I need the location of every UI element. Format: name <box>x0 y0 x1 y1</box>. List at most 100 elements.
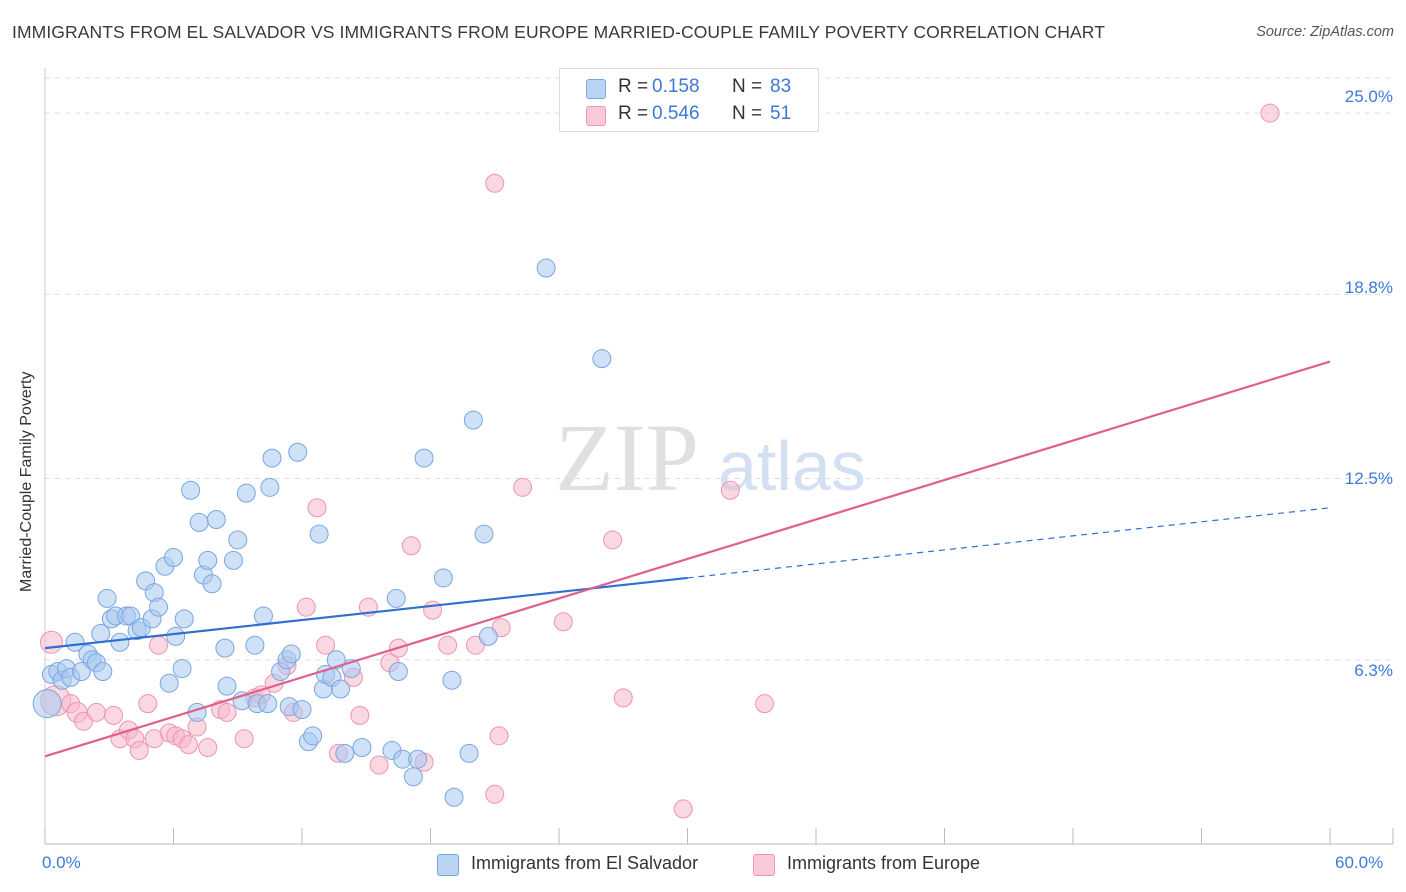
swatch-blue-icon <box>437 854 459 876</box>
europe-point-0 <box>39 630 63 654</box>
europe-point-11 <box>138 694 158 714</box>
el-salvador-point-41 <box>228 530 248 550</box>
el-salvador-point-79 <box>474 524 494 544</box>
el-salvador-point-31 <box>181 480 201 500</box>
el-salvador-point-78 <box>463 410 483 430</box>
europe-trend-line <box>44 360 1331 758</box>
el-salvador-point-75 <box>442 670 462 690</box>
el-salvador-point-73 <box>414 448 434 468</box>
europe-point-54 <box>307 498 327 518</box>
europe-point-6 <box>104 705 124 725</box>
el-salvador-point-74 <box>433 568 453 588</box>
swatch-pink-icon <box>586 106 606 126</box>
europe-point-50 <box>720 480 740 500</box>
el-salvador-point-53 <box>281 644 301 664</box>
europe-point-53 <box>485 173 505 193</box>
el-salvador-trend-line <box>44 576 688 650</box>
europe-point-28 <box>296 597 316 617</box>
source-credit: Source: ZipAtlas.com <box>1256 24 1394 40</box>
el-salvador-point-46 <box>253 606 273 626</box>
chart-title: IMMIGRANTS FROM EL SALVADOR VS IMMIGRANT… <box>12 22 1105 42</box>
el-salvador-point-27 <box>164 547 183 567</box>
europe-point-22 <box>234 729 254 749</box>
gridlines <box>45 77 1395 661</box>
el-salvador-point-6 <box>65 632 85 652</box>
el-salvador-point-77 <box>459 743 479 763</box>
europe-point-5 <box>86 702 106 722</box>
watermark-zip: ZIP <box>555 404 699 511</box>
europe-point-46 <box>553 612 573 632</box>
el-salvador-point-54 <box>288 442 308 462</box>
el-salvador-point-35 <box>198 550 218 570</box>
el-salvador-point-81 <box>536 258 556 278</box>
europe-point-17 <box>178 735 198 755</box>
europe-point-42 <box>485 784 505 804</box>
europe-point-48 <box>613 688 633 708</box>
europe-point-43 <box>489 726 509 746</box>
series-europe-points <box>39 103 1280 819</box>
europe-point-13 <box>149 635 169 655</box>
series-el-salvador-points <box>32 258 612 807</box>
y-axis-label: Married-Couple Family Poverty <box>18 371 35 592</box>
swatch-blue-icon <box>586 79 606 99</box>
el-salvador-point-44 <box>245 635 265 655</box>
europe-point-29 <box>316 635 336 655</box>
europe-point-37 <box>401 536 421 556</box>
el-salvador-point-0 <box>32 689 62 719</box>
el-salvador-point-63 <box>331 679 351 699</box>
el-salvador-point-69 <box>388 662 408 682</box>
el-salvador-point-38 <box>215 638 235 658</box>
y-tick-6-3: 6.3% <box>1354 661 1393 680</box>
el-salvador-point-57 <box>303 726 323 746</box>
watermark-atlas: atlas <box>718 427 866 505</box>
el-salvador-point-24 <box>149 597 169 617</box>
el-salvador-point-7 <box>71 662 91 682</box>
europe-point-52 <box>1260 103 1280 123</box>
el-salvador-point-26 <box>159 673 179 693</box>
el-salvador-point-58 <box>309 524 329 544</box>
trend-lines <box>44 360 1331 758</box>
el-salvador-point-47 <box>258 694 278 714</box>
europe-point-32 <box>350 705 370 725</box>
y-tick-12-5: 12.5% <box>1344 469 1393 488</box>
el-salvador-point-48 <box>260 477 280 497</box>
el-salvador-point-16 <box>110 632 130 652</box>
x-tick-min: 0.0% <box>42 853 81 872</box>
europe-point-19 <box>198 738 218 758</box>
europe-point-10 <box>129 740 149 760</box>
swatch-pink-icon <box>753 854 775 876</box>
el-salvador-point-55 <box>292 700 312 720</box>
europe-point-21 <box>217 702 237 722</box>
el-salvador-point-36 <box>202 574 222 594</box>
europe-point-40 <box>438 635 458 655</box>
el-salvador-point-40 <box>223 550 243 570</box>
watermark: ZIP atlas <box>555 404 866 511</box>
europe-point-45 <box>513 477 533 497</box>
el-salvador-point-76 <box>444 787 464 807</box>
el-salvador-point-29 <box>172 659 192 679</box>
y-tick-18-8: 18.8% <box>1344 278 1393 297</box>
el-salvador-point-30 <box>174 609 194 629</box>
el-salvador-point-72 <box>408 749 428 769</box>
europe-point-49 <box>673 799 693 819</box>
europe-point-47 <box>603 530 623 550</box>
europe-point-39 <box>423 600 443 620</box>
el-salvador-point-39 <box>217 676 237 696</box>
el-salvador-point-80 <box>478 626 498 646</box>
el-salvador-point-82 <box>592 349 612 369</box>
el-salvador-point-43 <box>236 483 256 503</box>
correlation-legend: R = 0.158 N = 83 R = 0.546 N = 51 <box>559 68 819 132</box>
x-tick-max: 60.0% <box>1335 853 1384 872</box>
y-tick-25: 25.0% <box>1344 87 1393 106</box>
el-salvador-point-37 <box>206 509 226 529</box>
el-salvador-point-13 <box>97 588 117 608</box>
el-salvador-trend-extension <box>687 507 1331 579</box>
el-salvador-point-64 <box>335 743 355 763</box>
el-salvador-point-28 <box>166 626 186 646</box>
el-salvador-point-33 <box>189 512 209 532</box>
el-salvador-point-12 <box>93 662 113 682</box>
europe-point-51 <box>755 694 775 714</box>
el-salvador-point-71 <box>403 767 423 787</box>
series-legend: Immigrants from El Salvador Immigrants f… <box>0 852 1406 878</box>
